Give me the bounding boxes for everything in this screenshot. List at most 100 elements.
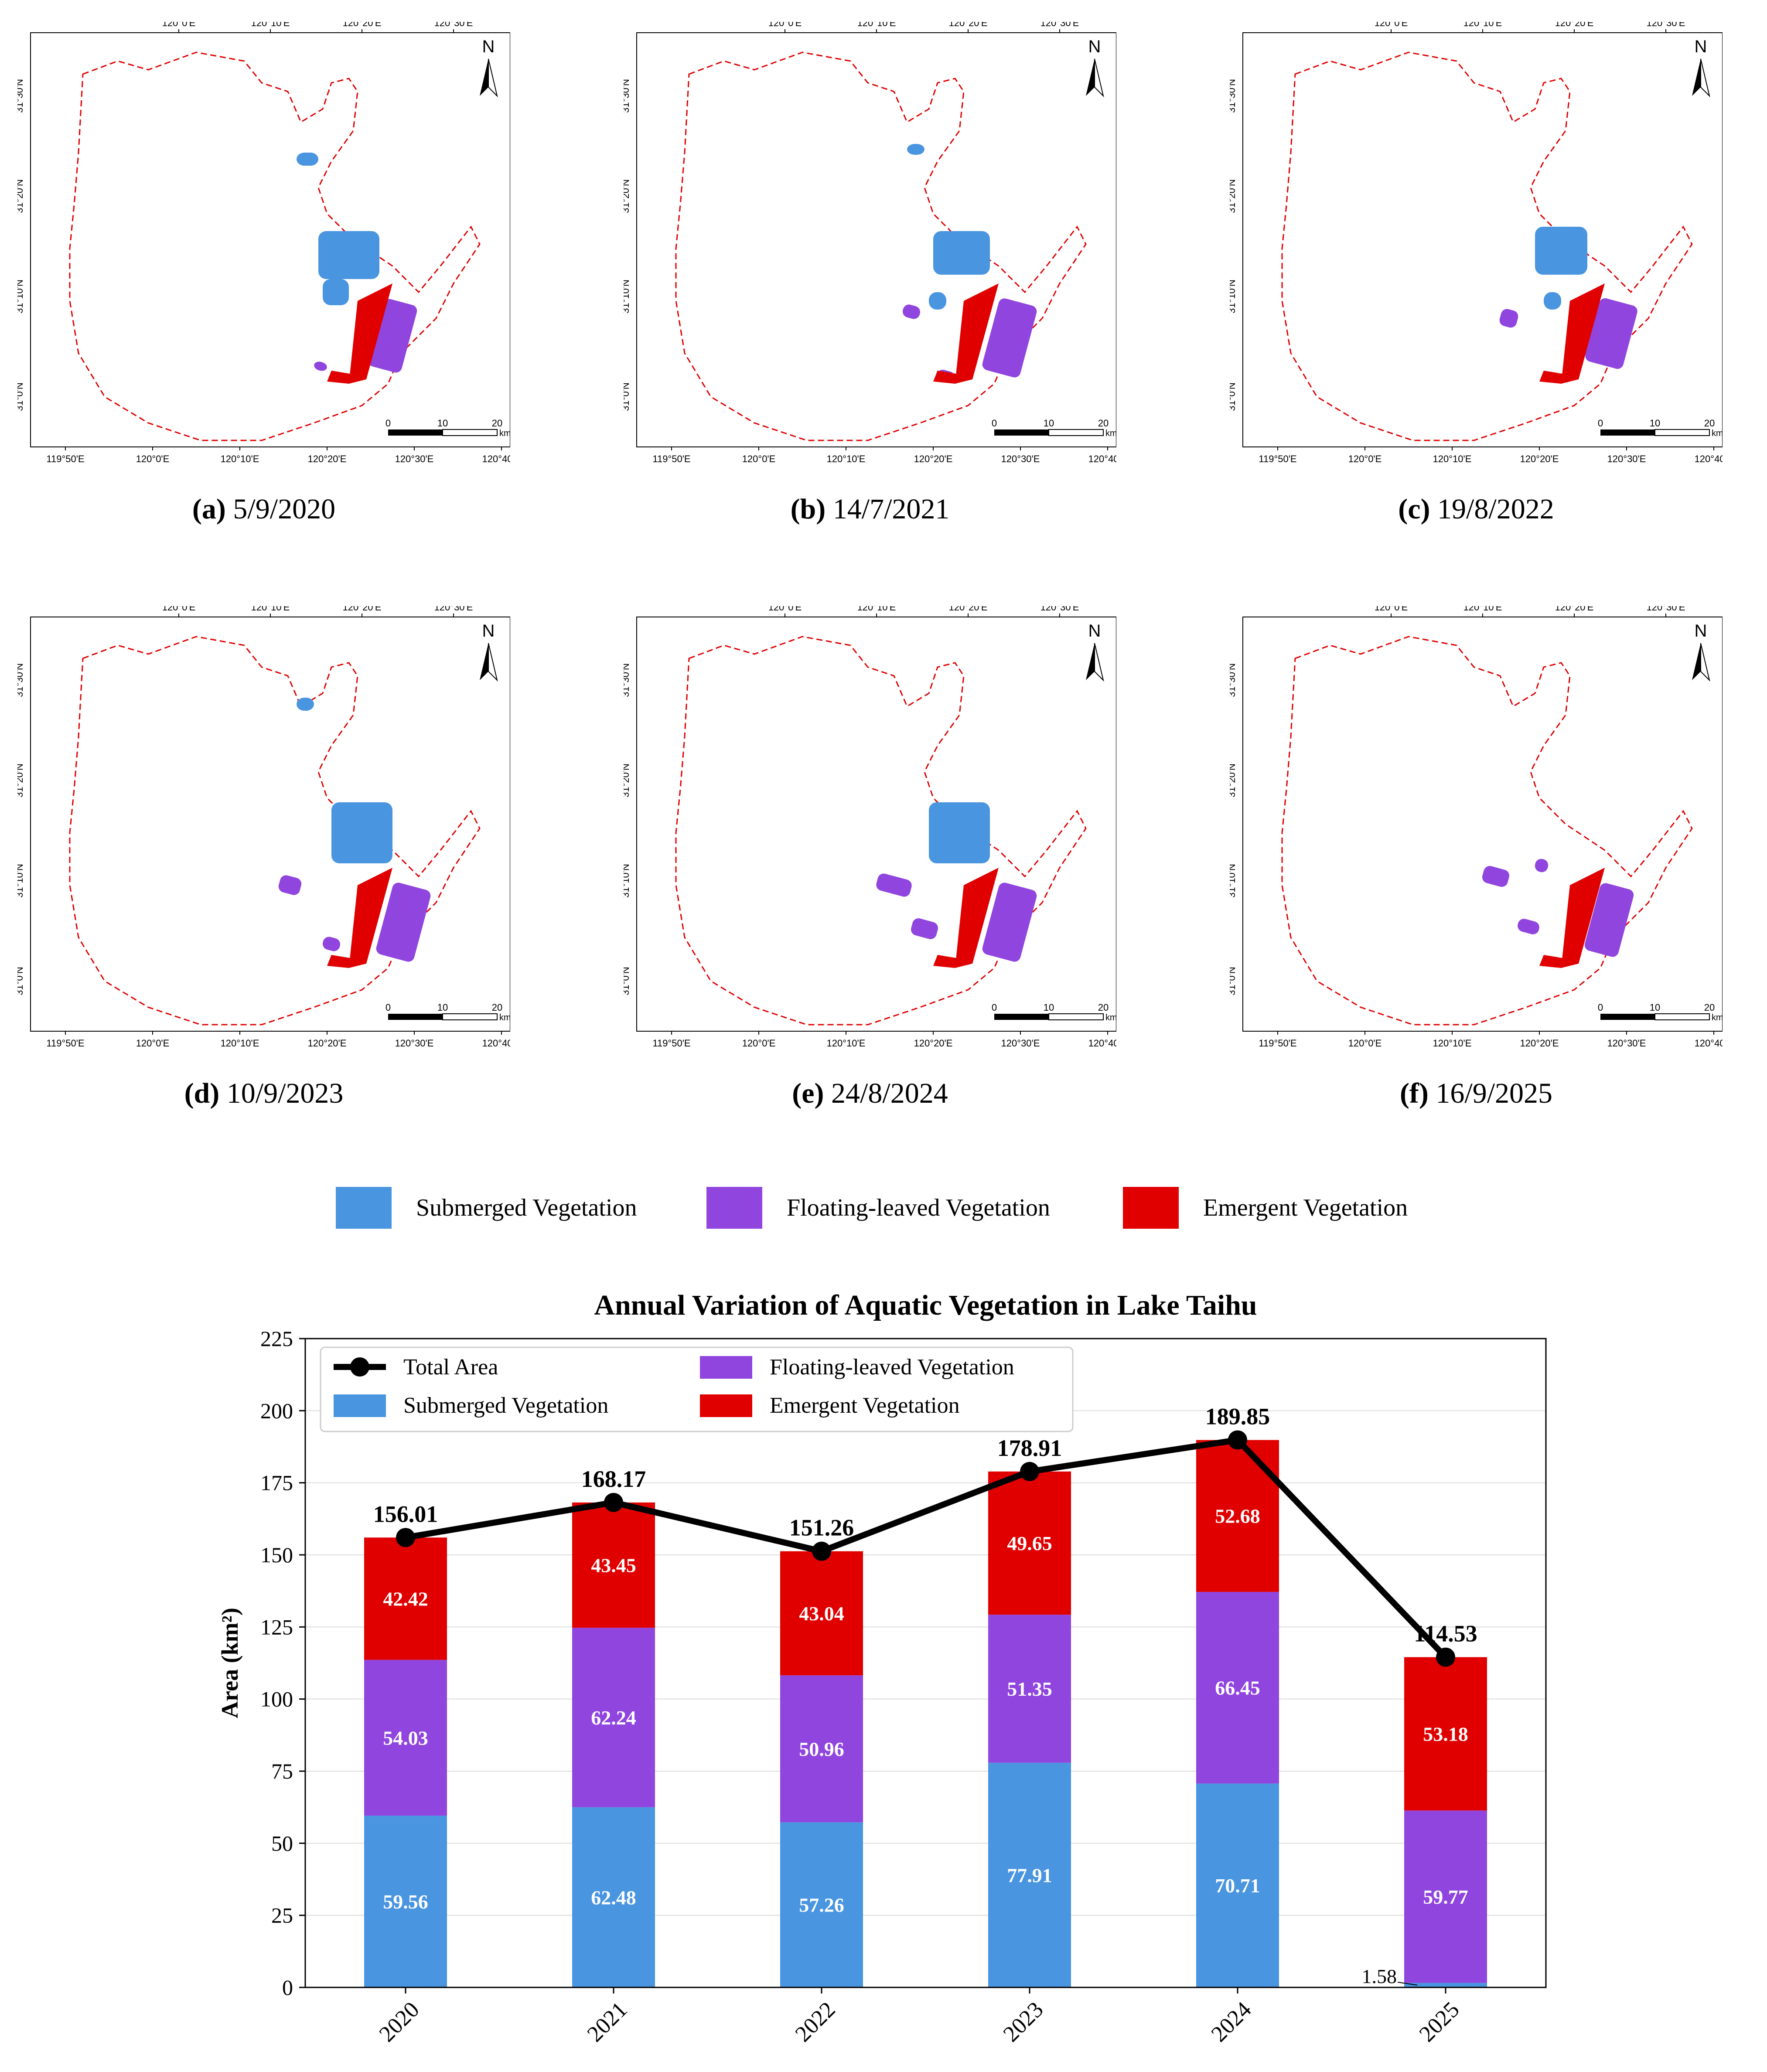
map-bottom-tick-label: 120°0'E [1348,1038,1382,1049]
bar-value-label: 43.04 [799,1602,844,1625]
floating-patch [322,937,341,951]
lake-shoreline [1281,51,1693,441]
map-top-tick-label: 120°20'E [343,606,382,613]
x-tick-label: 2023 [999,1997,1048,2047]
legend-swatch-emergent [1123,1187,1179,1229]
map-bottom-tick-label: 120°0'E [1348,453,1382,464]
bar-emergent [1404,1657,1487,1811]
map-bottom-tick-label: 120°0'E [136,1038,170,1049]
floating-patch [876,873,912,897]
lake-shoreline [1281,636,1693,1026]
map-left-tick-label: 31°0'N [624,967,631,995]
svg-text:20: 20 [492,1002,502,1013]
map-top-tick-label: 120°20'E [949,606,988,613]
bar-value-label: 59.77 [1423,1886,1468,1908]
y-tick-label: 75 [271,1759,293,1783]
submerged-patch [933,231,990,275]
map-panel: 120°0'E 120°10'E 120°20'E 120°30'E 120°40'E 1… [17,606,510,1109]
map-bottom-tick-label: 120°30'E [395,453,434,464]
x-tick-label: 2022 [791,1997,840,2047]
map-left-tick-label: 31°0'N [624,382,631,411]
map-left-tick-label: 31°20'N [17,763,25,797]
map-frame: 120°0'E 120°10'E 120°20'E 120°30'E 120°40'E 1… [624,22,1116,464]
bar-value-label: 57.26 [799,1894,844,1916]
map-left-tick-label: 31°30'N [1230,79,1237,113]
floating-patch [982,298,1037,378]
legend-total-marker [350,1357,369,1377]
bar-submerged [988,1762,1071,1987]
legend-item-floating: Floating-leaved Vegetation [706,1186,1050,1230]
map-caption-date: 10/9/2023 [219,1077,344,1109]
map-border [30,32,510,447]
map-left-tick-label: 31°10'N [17,279,25,314]
map-top-tick-label: 120°20'E [1555,22,1594,28]
floating-patch [982,883,1037,962]
total-area-point [1228,1430,1247,1450]
floating-patch [376,883,431,962]
svg-text:20: 20 [1704,418,1715,429]
map-top-tick-label: 120°10'E [857,606,896,613]
map-bottom-tick-label: 120°20'E [914,453,953,464]
svg-text:km: km [1712,429,1723,438]
submerged-patch [297,698,314,711]
map-panel: 120°0'E 120°10'E 120°20'E 120°30'E 120°40'E 1… [1230,22,1723,525]
map-bottom-tick-label: 120°30'E [1607,453,1646,464]
floating-patch [1518,919,1539,934]
map-bottom-tick-label: 120°30'E [1001,1038,1040,1049]
emergent-patch [349,283,392,384]
submerged-patch [318,231,379,279]
svg-text:N: N [1695,37,1707,56]
floating-patch [911,918,938,939]
map-top-tick-label: 120°10'E [251,22,290,28]
value-leader-line [1397,1982,1418,1986]
lake-shoreline [675,51,1087,441]
svg-text:10: 10 [1650,418,1660,429]
bar-value-label: 42.42 [383,1588,428,1610]
map-caption: (a) 5/9/2020 [17,493,510,526]
map-bottom-tick-label: 120°10'E [221,1038,259,1049]
total-area-point [812,1541,831,1561]
north-arrow-icon: N [1086,621,1104,682]
bar-submerged [1196,1783,1279,1987]
map-bottom-tick-label: 120°30'E [395,1038,434,1049]
total-value-label: 156.01 [373,1501,438,1527]
map-top-tick-label: 120°30'E [434,606,473,613]
map-bottom-tick-label: 120°0'E [742,1038,776,1049]
lake-shoreline [675,636,1087,1026]
map-caption-letter: (c) [1398,493,1430,525]
floating-patch [1482,866,1510,887]
svg-text:0: 0 [992,1002,997,1013]
bar-value-label: 70.71 [1215,1874,1260,1897]
map-left-tick-label: 31°10'N [624,279,631,314]
bar-value-label: 43.45 [591,1554,636,1577]
map-left-tick-label: 31°0'N [1230,967,1237,995]
map-left-tick-label: 31°20'N [624,763,631,797]
legend-item-submerged: Submerged Vegetation [336,1186,637,1230]
map-bottom-tick-label: 120°40'E [1088,453,1116,464]
total-area-point [604,1493,623,1512]
legend-submerged-label: Submerged Vegetation [403,1393,608,1418]
bar-value-label: 54.03 [383,1727,428,1749]
bar-value-label: 62.48 [591,1886,636,1908]
map-bottom-tick-label: 119°50'E [652,1038,690,1049]
map-left-tick-label: 31°30'N [624,663,631,697]
floating-patch [1535,859,1549,872]
legend-floating-label: Floating-leaved Vegetation [770,1355,1014,1380]
map-bottom-tick-label: 120°40'E [482,453,510,464]
map-bottom-tick-label: 119°50'E [1259,1038,1296,1049]
submerged-patch [1544,292,1561,310]
vegetation-legend: Submerged Vegetation Floating-leaved Veg… [0,1186,1767,1238]
svg-text:N: N [482,37,495,56]
north-arrow-icon: N [480,37,498,98]
x-tick-label: 2025 [1415,1997,1464,2047]
north-arrow-icon: N [1086,37,1104,98]
map-frame: 120°0'E 120°10'E 120°20'E 120°30'E 120°40'E 1… [1230,606,1723,1049]
map-top-tick-label: 120°10'E [1463,22,1502,28]
map-bottom-tick-label: 119°50'E [46,1038,84,1049]
map-left-tick-label: 31°20'N [624,179,631,213]
bar-emergent [364,1537,447,1660]
total-value-label: 189.85 [1205,1403,1270,1429]
